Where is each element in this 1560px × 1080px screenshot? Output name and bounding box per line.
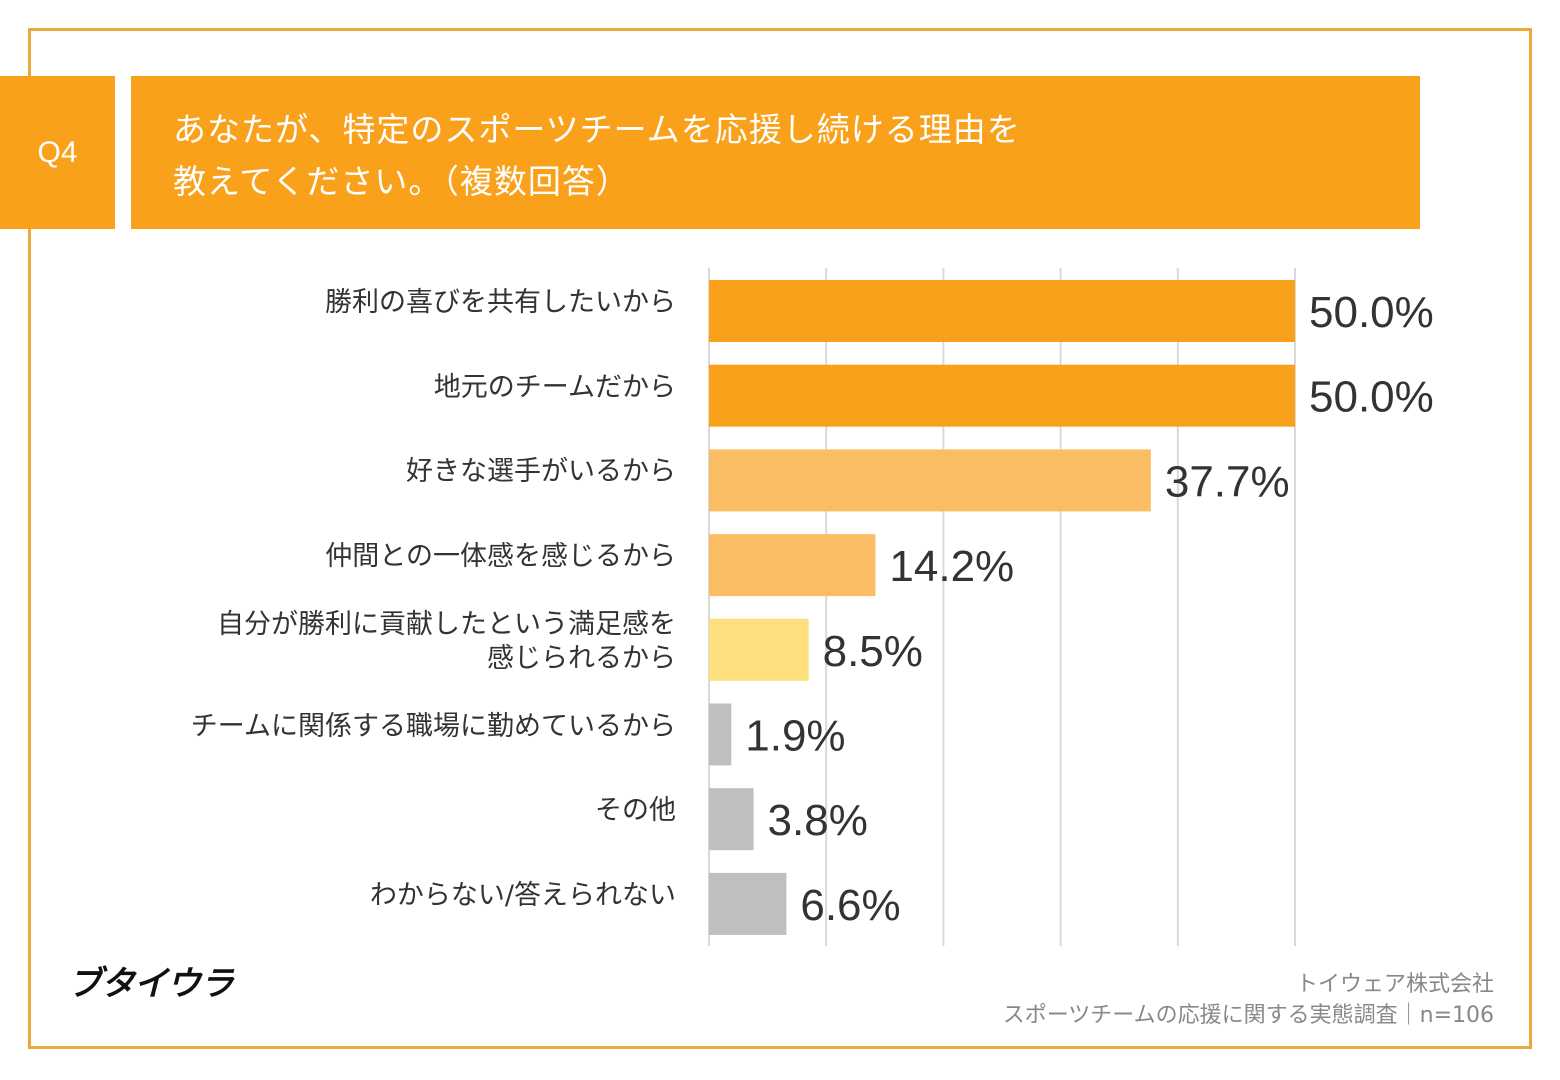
card-frame [28,28,1532,1049]
data-label: 50.0% [1309,373,1434,422]
bar [709,788,754,851]
category-label: 自分が勝利に貢献したという満足感を 感じられるから [76,608,676,676]
logo: ブタイウラ [68,964,234,1004]
bar [709,449,1151,512]
question-title-line2: 教えてください。（複数回答） [173,162,630,201]
bar [709,703,732,766]
category-label: 仲間との一体感を感じるから [76,540,676,574]
source-company: トイウェア株式会社 [1295,972,1494,997]
source-survey: スポーツチームの応援に関する実態調査｜n=106 [1002,1003,1494,1028]
data-label: 6.6% [800,881,900,930]
bar [709,618,809,681]
data-label: 14.2% [889,542,1014,591]
category-label-line: わからない/答えられない [369,879,676,911]
data-label: 8.5% [823,627,923,676]
category-label: チームに関係する職場に勤めているから [76,710,676,744]
category-label-line: 勝利の喜びを共有したいから [325,287,676,318]
category-label: 地元のチームだから [76,371,676,405]
data-label: 50.0% [1309,288,1434,337]
category-label-line: その他 [595,795,676,827]
bar [709,280,1295,342]
question-title: あなたが、特定のスポーツチームを応援し続ける理由を 教えてください。（複数回答） [131,76,1420,229]
data-label: 1.9% [745,712,845,761]
bar [709,364,1295,427]
question-title-line1: あなたが、特定のスポーツチームを応援し続ける理由を [173,110,1021,149]
category-label-line: 地元のチームだから [433,371,676,403]
bar [709,534,876,597]
bar [709,872,787,935]
category-label: 好きな選手がいるから [76,455,676,489]
category-label: 勝利の喜びを共有したいから [76,286,676,320]
category-label-line: 感じられるから [487,642,676,674]
category-label: その他 [76,794,676,828]
data-label: 37.7% [1165,457,1290,506]
category-label-line: 自分が勝利に貢献したという満足感を [217,608,676,640]
category-label-line: 好きな選手がいるから [406,456,676,488]
question-label: Q4 [0,76,115,229]
category-label-line: チームに関係する職場に勤めているから [190,710,676,742]
category-label-line: 仲間との一体感を感じるから [325,541,676,573]
category-label: わからない/答えられない [76,879,676,913]
data-label: 3.8% [768,796,868,845]
